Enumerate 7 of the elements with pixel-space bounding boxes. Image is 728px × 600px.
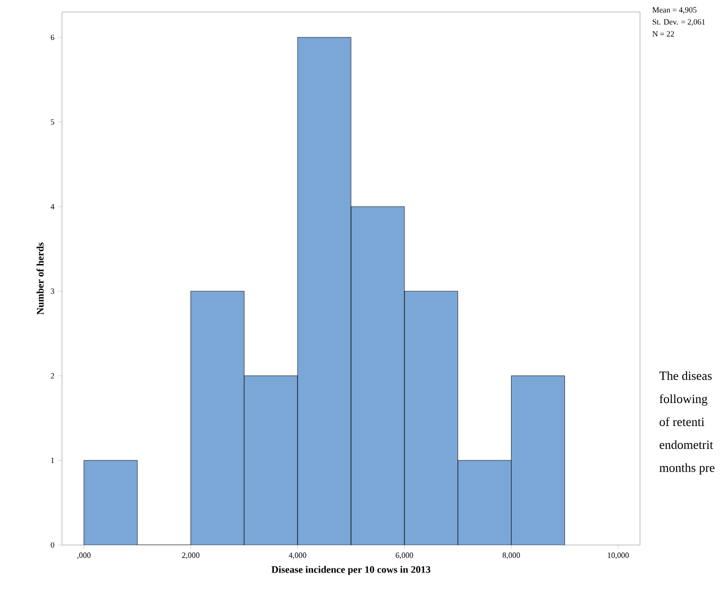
y-axis-title: Number of herds: [36, 242, 44, 315]
text: The diseas: [659, 371, 712, 380]
text: months pre: [659, 463, 714, 474]
text: following: [660, 394, 708, 406]
x-axis-title: Disease incidence per 10 cows in 2013: [271, 566, 430, 575]
text: endometrit: [660, 440, 714, 449]
text: of retenti: [660, 417, 704, 426]
